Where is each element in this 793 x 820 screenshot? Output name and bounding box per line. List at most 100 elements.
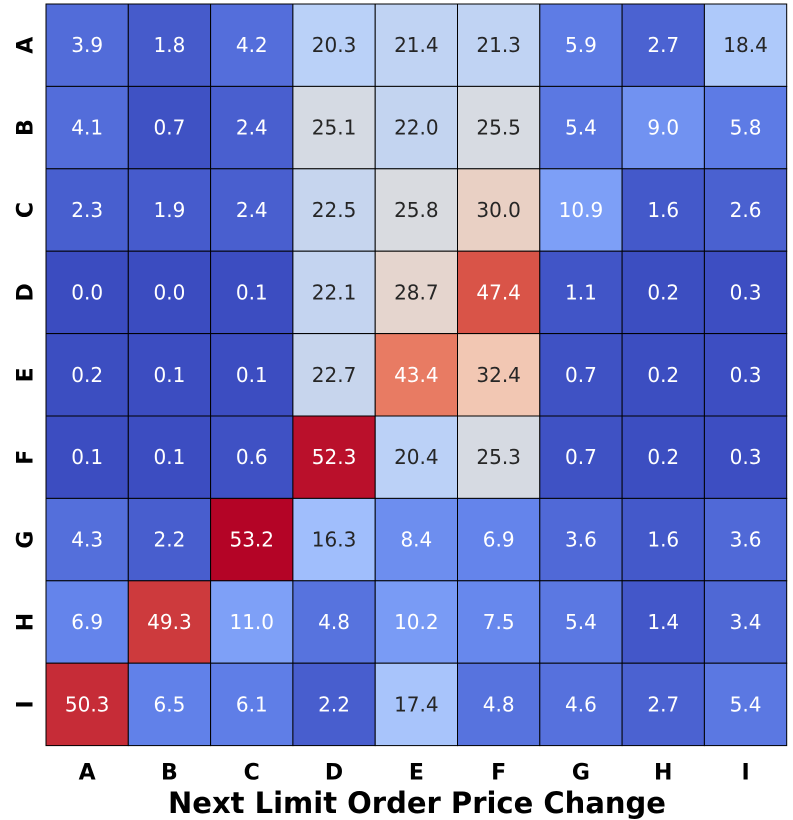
x-tick-label: F — [491, 761, 506, 786]
heatmap-cell-I-E — [374, 662, 459, 747]
cell-value-label: 0.0 — [71, 280, 103, 304]
heatmap-cell-A-H — [621, 3, 705, 87]
cell-value-label: 7.5 — [483, 610, 515, 634]
cell-value-label: 1.6 — [647, 528, 679, 552]
cell-value-label: 0.0 — [154, 280, 186, 304]
heatmap-cells: 3.9 1.8 4.2 20.3 21.4 21.3 5.9 2.7 18.4 4.1 0.7 2.4… — [45, 3, 788, 747]
y-tick-labels: A B C D E F G H I — [14, 37, 39, 709]
x-tick-label: I — [741, 761, 749, 786]
cell-value-label: 5.4 — [565, 610, 597, 634]
heatmap-cell-A-E — [374, 3, 459, 87]
cell-value-label: 0.6 — [236, 445, 268, 469]
heatmap-cell-F-A — [45, 415, 129, 499]
heatmap-cell-B-D — [292, 85, 376, 170]
cell-value-label: 4.6 — [565, 692, 597, 716]
cell-value-label: 0.1 — [154, 445, 186, 469]
heatmap-cell-H-G — [539, 580, 623, 664]
cell-value-label: 21.3 — [476, 33, 521, 57]
heatmap-cell-E-D — [292, 333, 376, 417]
cell-value-label: 18.4 — [723, 33, 768, 57]
cell-value-label: 47.4 — [476, 280, 521, 304]
cell-value-label: 1.4 — [647, 610, 679, 634]
cell-value-label: 25.5 — [476, 116, 521, 140]
cell-value-label: 2.3 — [71, 198, 103, 222]
heatmap-cell-I-I — [703, 662, 788, 747]
cell-value-label: 25.3 — [476, 445, 521, 469]
heatmap-cell-B-H — [621, 85, 705, 170]
cell-value-label: 0.2 — [647, 363, 679, 387]
cell-value-label: 4.1 — [71, 116, 103, 140]
heatmap-cell-I-G — [539, 662, 623, 747]
heatmap-cell-A-A — [45, 3, 129, 87]
cell-value-label: 3.4 — [730, 610, 762, 634]
cell-value-label: 6.9 — [483, 528, 515, 552]
heatmap-cell-B-C — [210, 85, 294, 170]
cell-value-label: 0.7 — [565, 445, 597, 469]
cell-value-label: 5.4 — [730, 692, 762, 716]
x-tick-label: A — [79, 761, 96, 786]
cell-value-label: 3.6 — [730, 528, 762, 552]
heatmap-cell-E-B — [127, 333, 212, 417]
heatmap-cell-F-B — [127, 415, 212, 499]
heatmap-cell-D-I — [703, 250, 788, 335]
heatmap-cell-F-E — [374, 415, 459, 499]
heatmap-cell-I-B — [127, 662, 212, 747]
cell-value-label: 52.3 — [312, 445, 357, 469]
cell-value-label: 21.4 — [394, 33, 439, 57]
heatmap-cell-C-C — [210, 168, 294, 252]
cell-value-label: 0.2 — [647, 280, 679, 304]
heatmap-cell-E-C — [210, 333, 294, 417]
cell-value-label: 22.7 — [312, 363, 357, 387]
heatmap-cell-F-H — [621, 415, 705, 499]
heatmap-cell-C-A — [45, 168, 129, 252]
x-axis-label: Next Limit Order Price Change — [168, 786, 666, 820]
cell-value-label: 6.5 — [154, 692, 186, 716]
heatmap-cell-F-C — [210, 415, 294, 499]
heatmap-cell-H-E — [374, 580, 459, 664]
heatmap-cell-I-A — [45, 662, 129, 747]
cell-value-label: 4.8 — [318, 610, 350, 634]
heatmap-cell-F-D — [292, 415, 376, 499]
cell-value-label: 4.8 — [483, 692, 515, 716]
heatmap-cell-C-D — [292, 168, 376, 252]
heatmap-cell-E-I — [703, 333, 788, 417]
cell-value-label: 0.2 — [71, 363, 103, 387]
cell-value-label: 17.4 — [394, 692, 439, 716]
cell-value-label: 53.2 — [229, 528, 274, 552]
heatmap-cell-A-F — [457, 3, 541, 87]
y-tick-label: D — [14, 283, 39, 301]
heatmap-cell-H-C — [210, 580, 294, 664]
y-tick-label: G — [14, 531, 39, 549]
cell-value-label: 2.2 — [318, 692, 350, 716]
heatmap-cell-A-B — [127, 3, 212, 87]
cell-value-label: 2.2 — [154, 528, 186, 552]
cell-value-label: 0.3 — [730, 363, 762, 387]
heatmap-cell-I-C — [210, 662, 294, 747]
cell-value-label: 20.3 — [312, 33, 357, 57]
x-tick-label: H — [654, 761, 672, 786]
heatmap-cell-B-I — [703, 85, 788, 170]
cell-value-label: 43.4 — [394, 363, 439, 387]
cell-value-label: 0.1 — [154, 363, 186, 387]
heatmap-cell-E-G — [539, 333, 623, 417]
cell-value-label: 6.9 — [71, 610, 103, 634]
x-tick-label: E — [409, 761, 424, 786]
heatmap-cell-G-G — [539, 497, 623, 582]
cell-value-label: 8.4 — [400, 528, 432, 552]
cell-value-label: 0.1 — [236, 363, 268, 387]
y-tick-label: I — [14, 700, 39, 708]
heatmap-cell-G-A — [45, 497, 129, 582]
cell-value-label: 16.3 — [312, 528, 357, 552]
heatmap-cell-D-B — [127, 250, 212, 335]
cell-value-label: 4.3 — [71, 528, 103, 552]
cell-value-label: 30.0 — [476, 198, 521, 222]
heatmap-cell-C-B — [127, 168, 212, 252]
cell-value-label: 22.1 — [312, 280, 357, 304]
heatmap-cell-I-F — [457, 662, 541, 747]
heatmap-cell-H-D — [292, 580, 376, 664]
x-tick-label: C — [244, 761, 260, 786]
cell-value-label: 25.8 — [394, 198, 439, 222]
y-tick-label: B — [14, 119, 39, 136]
y-tick-label: E — [14, 367, 39, 382]
